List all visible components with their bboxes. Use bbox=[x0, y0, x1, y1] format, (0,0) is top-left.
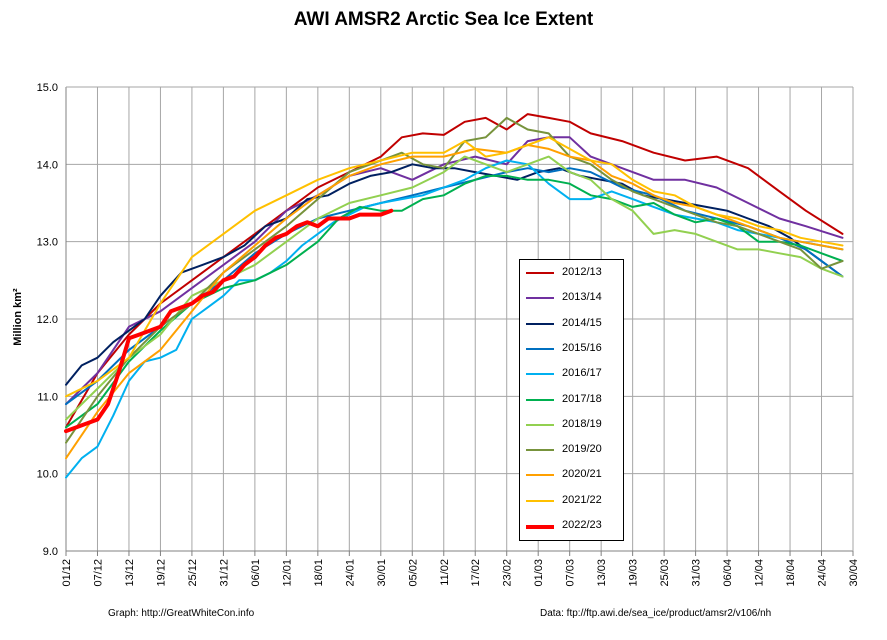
x-tick-label: 11/02 bbox=[439, 559, 451, 586]
y-axis-label: Million km² bbox=[12, 288, 24, 346]
series-line-2013-14 bbox=[65, 136, 844, 406]
series-line-2017-18 bbox=[65, 174, 844, 429]
x-tick-label: 30/04 bbox=[848, 559, 860, 587]
y-tick-label: 14.0 bbox=[37, 159, 58, 171]
series-line-2016-17 bbox=[65, 159, 844, 479]
series-line-2014-15 bbox=[65, 163, 844, 386]
legend-swatch bbox=[526, 525, 554, 529]
series-line-2021-22 bbox=[65, 136, 844, 398]
legend-swatch bbox=[526, 297, 554, 300]
x-tick-label: 30/01 bbox=[376, 559, 388, 587]
legend-item: 2022/23 bbox=[526, 518, 622, 536]
legend-item: 2018/19 bbox=[526, 417, 622, 435]
x-tick-label: 25/03 bbox=[659, 559, 671, 587]
legend-swatch bbox=[526, 423, 554, 426]
legend-swatch bbox=[526, 499, 554, 502]
x-tick-label: 19/03 bbox=[628, 559, 640, 587]
x-tick-label: 05/02 bbox=[407, 559, 419, 587]
x-tick-label: 18/01 bbox=[313, 559, 325, 587]
x-tick-label: 24/01 bbox=[344, 559, 356, 587]
legend-swatch bbox=[526, 322, 554, 325]
legend-label: 2015/16 bbox=[562, 341, 602, 354]
x-tick-label: 24/04 bbox=[817, 559, 829, 587]
series-line-2012-13 bbox=[65, 113, 844, 429]
legend-swatch bbox=[526, 373, 554, 376]
legend-label: 2016/17 bbox=[562, 367, 602, 380]
x-tick-label: 13/03 bbox=[596, 559, 608, 587]
legend-label: 2017/18 bbox=[562, 392, 602, 405]
legend-swatch bbox=[526, 449, 554, 452]
legend-label: 2020/21 bbox=[562, 468, 602, 481]
x-tick-label: 06/04 bbox=[722, 559, 734, 587]
x-tick-label: 19/12 bbox=[155, 559, 167, 587]
x-tick-label: 01/12 bbox=[61, 559, 73, 587]
legend-item: 2012/13 bbox=[526, 265, 622, 283]
legend-swatch bbox=[526, 398, 554, 401]
legend-item: 2021/22 bbox=[526, 493, 622, 511]
legend-label: 2018/19 bbox=[562, 417, 602, 430]
graph-credit: Graph: http://GreatWhiteCon.info bbox=[108, 608, 255, 619]
legend-item: 2016/17 bbox=[526, 366, 622, 384]
x-tick-label: 07/12 bbox=[92, 559, 104, 587]
legend-swatch bbox=[526, 272, 554, 274]
chart-title: AWI AMSR2 Arctic Sea Ice Extent bbox=[293, 9, 594, 30]
data-source-credit: Data: ftp://ftp.awi.de/sea_ice/product/a… bbox=[540, 608, 772, 619]
y-tick-label: 12.0 bbox=[37, 314, 58, 326]
legend-label: 2019/20 bbox=[562, 443, 602, 456]
x-tick-label: 12/01 bbox=[281, 559, 293, 587]
x-tick-label: 23/02 bbox=[502, 559, 514, 587]
x-tick-label: 31/03 bbox=[691, 559, 703, 587]
legend-label: 2012/13 bbox=[562, 266, 602, 278]
legend-label: 2014/15 bbox=[562, 316, 602, 329]
y-tick-label: 11.0 bbox=[37, 391, 58, 403]
y-tick-label: 9.0 bbox=[43, 546, 58, 558]
x-tick-label: 01/03 bbox=[533, 559, 545, 587]
x-tick-label: 17/02 bbox=[470, 559, 482, 587]
legend-item: 2015/16 bbox=[526, 341, 622, 359]
legend-item: 2017/18 bbox=[526, 392, 622, 410]
legend-label: 2013/14 bbox=[562, 291, 602, 304]
legend-item: 2020/21 bbox=[526, 467, 622, 485]
legend-item: 2013/14 bbox=[526, 290, 622, 308]
x-tick-label: 07/03 bbox=[565, 559, 577, 587]
legend: 2012/13 2013/14 2014/15 2015/16 2016/17 2017/… bbox=[519, 259, 624, 541]
y-tick-label: 15.0 bbox=[37, 82, 58, 94]
legend-label: 2022/23 bbox=[562, 519, 602, 531]
legend-item: 2019/20 bbox=[526, 442, 622, 460]
x-tick-label: 18/04 bbox=[785, 559, 797, 587]
y-tick-label: 13.0 bbox=[37, 237, 58, 249]
legend-item: 2014/15 bbox=[526, 316, 622, 334]
x-tick-label: 13/12 bbox=[124, 559, 136, 587]
x-tick-label: 31/12 bbox=[218, 559, 230, 587]
series-line-2022-23 bbox=[64, 208, 394, 434]
legend-label: 2021/22 bbox=[562, 493, 602, 506]
legend-swatch bbox=[526, 474, 554, 477]
y-tick-label: 10.0 bbox=[37, 469, 58, 481]
x-tick-label: 12/04 bbox=[754, 559, 766, 587]
x-tick-label: 25/12 bbox=[187, 559, 199, 587]
legend-swatch bbox=[526, 347, 554, 350]
x-tick-label: 06/01 bbox=[250, 559, 262, 587]
